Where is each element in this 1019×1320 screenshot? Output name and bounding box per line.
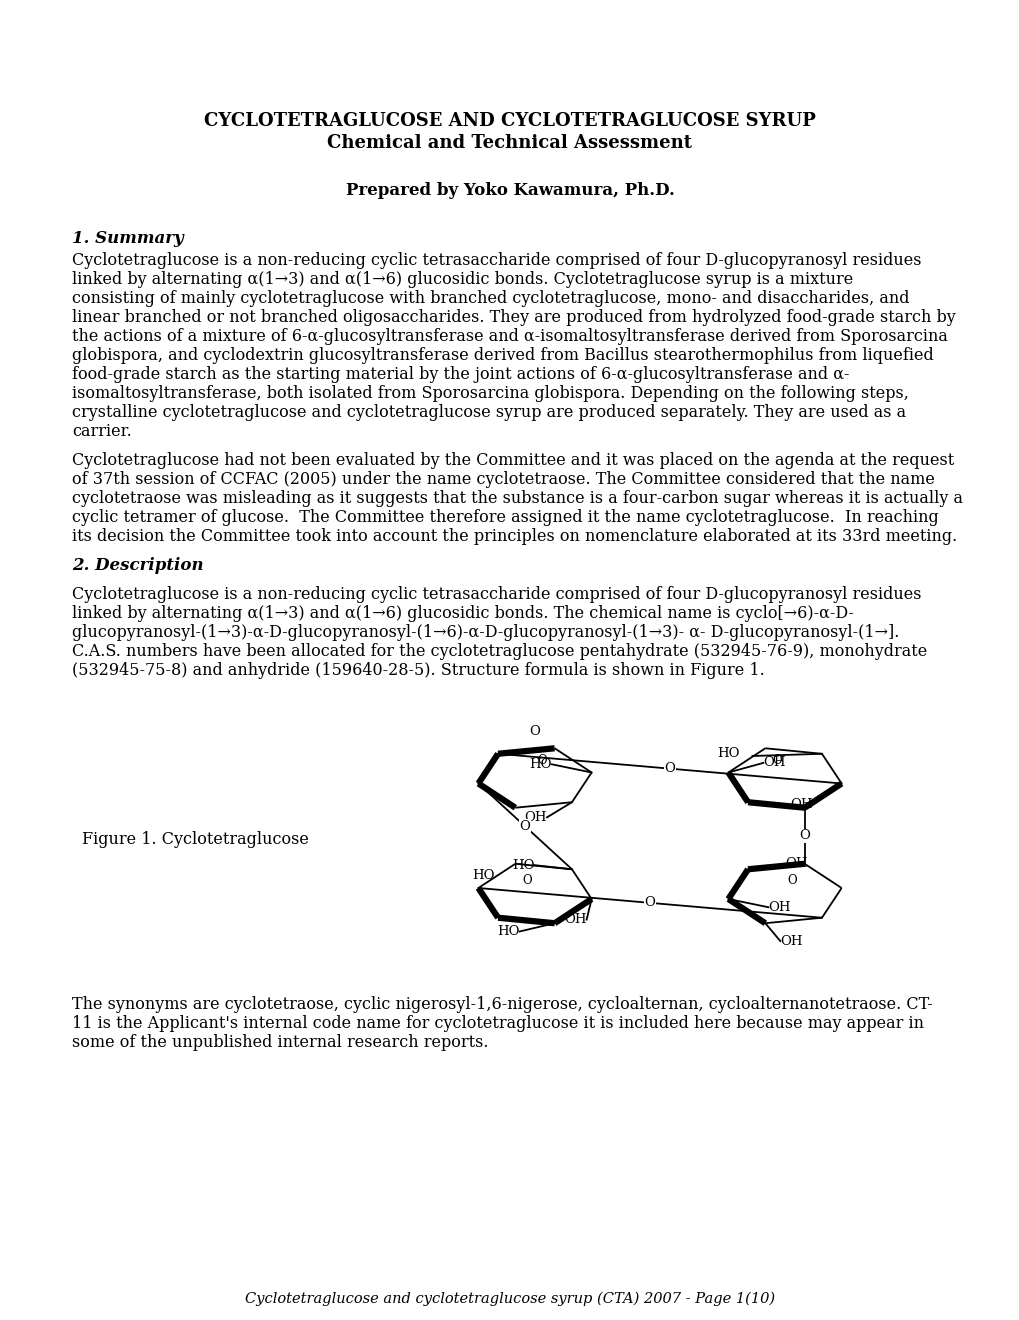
Text: O: O xyxy=(787,874,797,887)
Text: O: O xyxy=(663,762,675,775)
Text: OH: OH xyxy=(762,756,785,770)
Text: HO: HO xyxy=(472,869,494,882)
Text: carrier.: carrier. xyxy=(72,422,131,440)
Text: OH: OH xyxy=(524,810,546,824)
Text: HO: HO xyxy=(716,747,739,760)
Text: cyclotetraose was misleading as it suggests that the substance is a four-carbon : cyclotetraose was misleading as it sugge… xyxy=(72,490,962,507)
Text: linked by alternating α(1→3) and α(1→6) glucosidic bonds. The chemical name is c: linked by alternating α(1→3) and α(1→6) … xyxy=(72,605,853,622)
Text: Figure 1. Cyclotetraglucose: Figure 1. Cyclotetraglucose xyxy=(82,832,309,847)
Text: OH: OH xyxy=(790,799,812,812)
Text: O: O xyxy=(772,754,782,767)
Text: O: O xyxy=(522,874,532,887)
Text: isomaltosyltransferase, both isolated from Sporosarcina globispora. Depending on: isomaltosyltransferase, both isolated fr… xyxy=(72,385,908,403)
Text: crystalline cyclotetraglucose and cyclotetraglucose syrup are produced separatel: crystalline cyclotetraglucose and cyclot… xyxy=(72,404,905,421)
Text: OH: OH xyxy=(767,900,790,913)
Text: O: O xyxy=(644,896,655,909)
Text: HO: HO xyxy=(496,925,519,939)
Text: O: O xyxy=(537,754,547,767)
Text: cyclic tetramer of glucose.  The Committee therefore assigned it the name cyclot: cyclic tetramer of glucose. The Committe… xyxy=(72,510,937,525)
Text: the actions of a mixture of 6-α-glucosyltransferase and α-isomaltosyltransferase: the actions of a mixture of 6-α-glucosyl… xyxy=(72,327,947,345)
Text: Cyclotetraglucose is a non-reducing cyclic tetrasaccharide comprised of four D-g: Cyclotetraglucose is a non-reducing cycl… xyxy=(72,252,920,269)
Text: linked by alternating α(1→3) and α(1→6) glucosidic bonds. Cyclotetraglucose syru: linked by alternating α(1→3) and α(1→6) … xyxy=(72,271,853,288)
Text: glucopyranosyl-(1→3)-α-D-glucopyranosyl-(1→6)-α-D-glucopyranosyl-(1→3)- α- D-glu: glucopyranosyl-(1→3)-α-D-glucopyranosyl-… xyxy=(72,624,899,642)
Text: Cyclotetraglucose had not been evaluated by the Committee and it was placed on t: Cyclotetraglucose had not been evaluated… xyxy=(72,451,954,469)
Text: HO: HO xyxy=(512,858,534,871)
Text: consisting of mainly cyclotetraglucose with branched cyclotetraglucose, mono- an: consisting of mainly cyclotetraglucose w… xyxy=(72,290,909,308)
Text: OH: OH xyxy=(564,913,586,927)
Text: 2. Description: 2. Description xyxy=(72,557,204,574)
Text: Cyclotetraglucose is a non-reducing cyclic tetrasaccharide comprised of four D-g: Cyclotetraglucose is a non-reducing cycl… xyxy=(72,586,920,603)
Text: CYCLOTETRAGLUCOSE AND CYCLOTETRAGLUCOSE SYRUP: CYCLOTETRAGLUCOSE AND CYCLOTETRAGLUCOSE … xyxy=(204,112,815,129)
Text: C.A.S. numbers have been allocated for the cyclotetraglucose pentahydrate (53294: C.A.S. numbers have been allocated for t… xyxy=(72,643,926,660)
Text: OH: OH xyxy=(785,857,807,870)
Text: 11 is the Applicant's internal code name for cyclotetraglucose it is included he: 11 is the Applicant's internal code name… xyxy=(72,1015,923,1032)
Text: linear branched or not branched oligosaccharides. They are produced from hydroly: linear branched or not branched oligosac… xyxy=(72,309,955,326)
Text: O: O xyxy=(520,820,530,833)
Text: OH: OH xyxy=(780,935,802,948)
Text: (532945-75-8) and anhydride (159640-28-5). Structure formula is shown in Figure : (532945-75-8) and anhydride (159640-28-5… xyxy=(72,663,764,678)
Text: 1. Summary: 1. Summary xyxy=(72,230,183,247)
Text: of 37th session of CCFAC (2005) under the name cyclotetraose. The Committee cons: of 37th session of CCFAC (2005) under th… xyxy=(72,471,934,488)
Text: HO: HO xyxy=(529,758,551,771)
Text: some of the unpublished internal research reports.: some of the unpublished internal researc… xyxy=(72,1034,488,1051)
Text: food-grade starch as the starting material by the joint actions of 6-α-glucosylt: food-grade starch as the starting materi… xyxy=(72,366,849,383)
Text: globispora, and cyclodextrin glucosyltransferase derived from Bacillus stearothe: globispora, and cyclodextrin glucosyltra… xyxy=(72,347,932,364)
Text: O: O xyxy=(529,725,540,738)
Text: O: O xyxy=(799,829,809,842)
Text: Prepared by Yoko Kawamura, Ph.D.: Prepared by Yoko Kawamura, Ph.D. xyxy=(345,182,674,199)
Text: its decision the Committee took into account the principles on nomenclature elab: its decision the Committee took into acc… xyxy=(72,528,956,545)
Text: Cyclotetraglucose and cyclotetraglucose syrup (CTA) 2007 - Page 1(10): Cyclotetraglucose and cyclotetraglucose … xyxy=(245,1292,774,1307)
Text: The synonyms are cyclotetraose, cyclic nigerosyl-1,6-nigerose, cycloalternan, cy: The synonyms are cyclotetraose, cyclic n… xyxy=(72,997,931,1012)
Text: Chemical and Technical Assessment: Chemical and Technical Assessment xyxy=(327,135,692,152)
